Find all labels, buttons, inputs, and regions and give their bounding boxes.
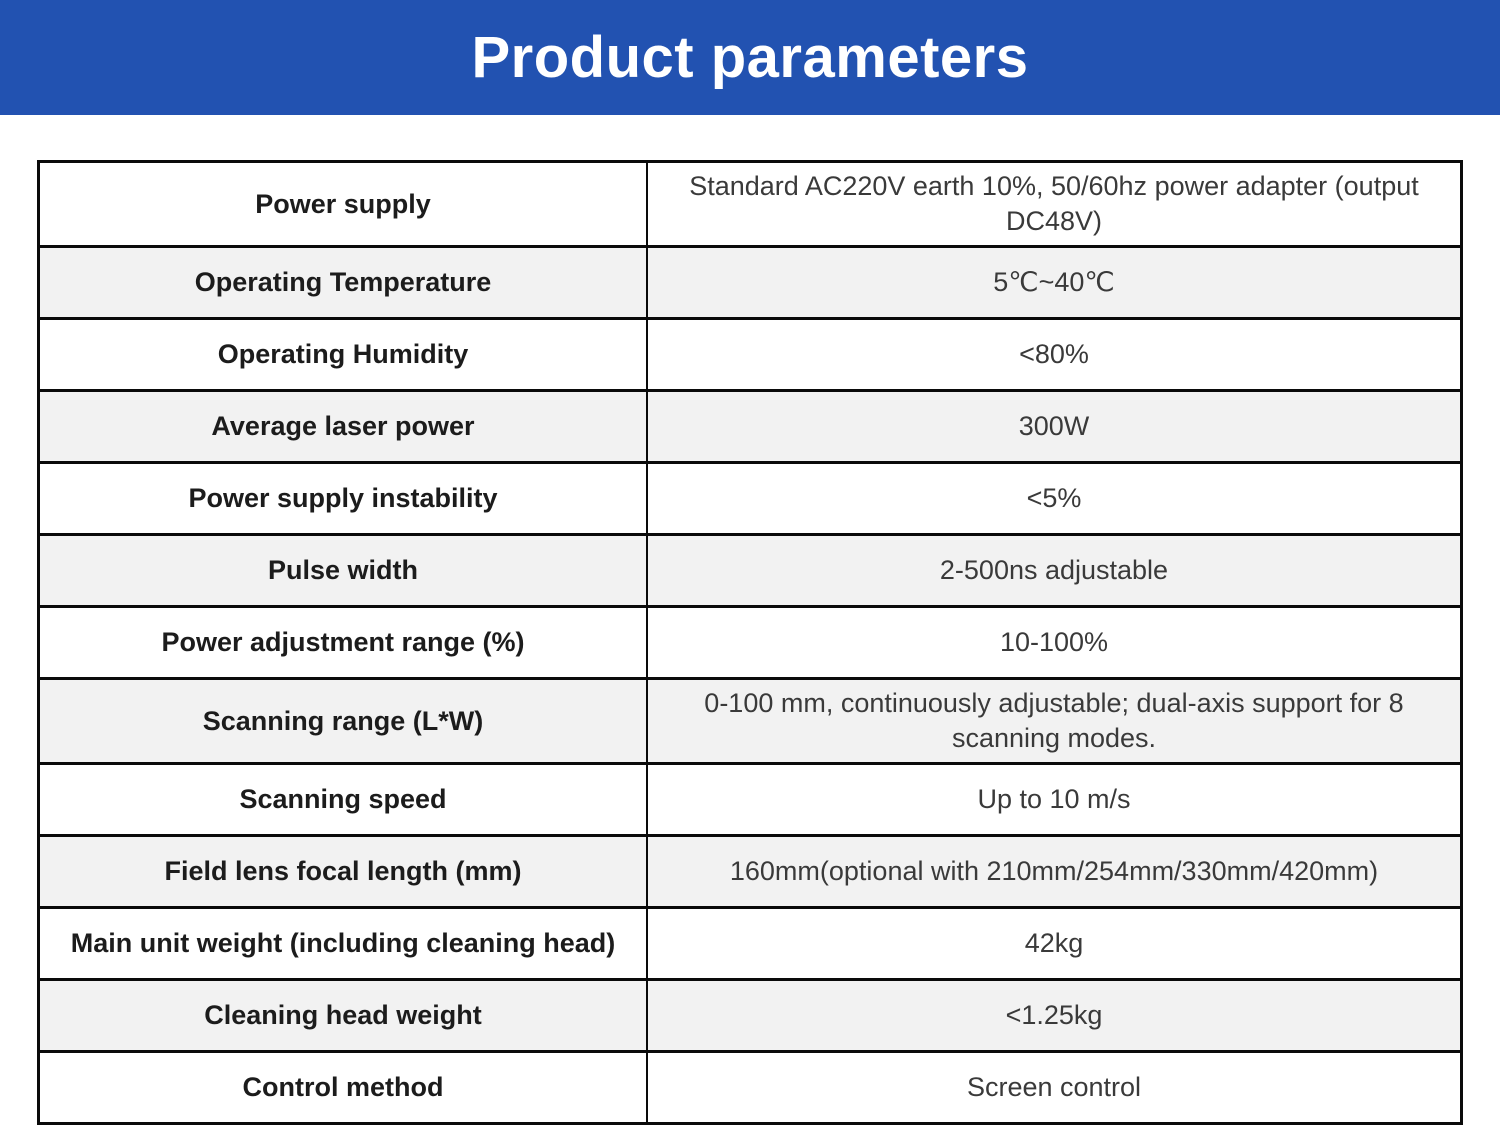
param-value-cell: Standard AC220V earth 10%, 50/60hz power… — [646, 159, 1463, 249]
table-body: Power supply Standard AC220V earth 10%, 5… — [37, 159, 1463, 1125]
table-row: Power supply instability <5% — [37, 461, 1463, 537]
param-label-cell: Scanning range (L*W) — [37, 677, 648, 766]
table-row: Scanning range (L*W) 0-100 mm, continuous… — [37, 677, 1463, 766]
table-row: Average laser power 300W — [37, 389, 1463, 465]
param-label-cell: Power supply instability — [37, 461, 648, 537]
param-label-cell: Field lens focal length (mm) — [37, 834, 648, 910]
page-title: Product parameters — [471, 24, 1029, 90]
param-value-cell: 42kg — [646, 906, 1463, 982]
table-row: Scanning speed Up to 10 m/s — [37, 762, 1463, 838]
content-area: Power supply Standard AC220V earth 10%, 5… — [0, 115, 1500, 1125]
table-row: Operating Humidity <80% — [37, 317, 1463, 393]
table-row: Operating Temperature 5℃~40℃ — [37, 245, 1463, 321]
param-value-cell: Screen control — [646, 1050, 1463, 1125]
table-row: Cleaning head weight <1.25kg — [37, 978, 1463, 1054]
param-label-cell: Operating Temperature — [37, 245, 648, 321]
table-row: Power supply Standard AC220V earth 10%, 5… — [37, 159, 1463, 249]
param-value-cell: 5℃~40℃ — [646, 245, 1463, 321]
table-row: Field lens focal length (mm) 160mm(option… — [37, 834, 1463, 910]
param-value-cell: 160mm(optional with 210mm/254mm/330mm/42… — [646, 834, 1463, 910]
param-label-cell: Cleaning head weight — [37, 978, 648, 1054]
param-value-cell: <80% — [646, 317, 1463, 393]
table-row: Power adjustment range (%) 10-100% — [37, 605, 1463, 681]
param-value-cell: 300W — [646, 389, 1463, 465]
param-label-cell: Control method — [37, 1050, 648, 1125]
param-value-cell: 10-100% — [646, 605, 1463, 681]
param-value-cell: <1.25kg — [646, 978, 1463, 1054]
table-row: Main unit weight (including cleaning hea… — [37, 906, 1463, 982]
product-parameters-table: Power supply Standard AC220V earth 10%, 5… — [37, 159, 1463, 1125]
param-label-cell: Main unit weight (including cleaning hea… — [37, 906, 648, 982]
page-header: Product parameters — [0, 0, 1500, 115]
param-value-cell: <5% — [646, 461, 1463, 537]
table-row: Pulse width 2-500ns adjustable — [37, 533, 1463, 609]
param-label-cell: Average laser power — [37, 389, 648, 465]
param-value-cell: Up to 10 m/s — [646, 762, 1463, 838]
param-value-cell: 2-500ns adjustable — [646, 533, 1463, 609]
table-row: Control method Screen control — [37, 1050, 1463, 1125]
param-label-cell: Pulse width — [37, 533, 648, 609]
param-label-cell: Power adjustment range (%) — [37, 605, 648, 681]
param-label-cell: Power supply — [37, 159, 648, 249]
param-value-cell: 0-100 mm, continuously adjustable; dual-… — [646, 677, 1463, 766]
param-label-cell: Scanning speed — [37, 762, 648, 838]
param-label-cell: Operating Humidity — [37, 317, 648, 393]
